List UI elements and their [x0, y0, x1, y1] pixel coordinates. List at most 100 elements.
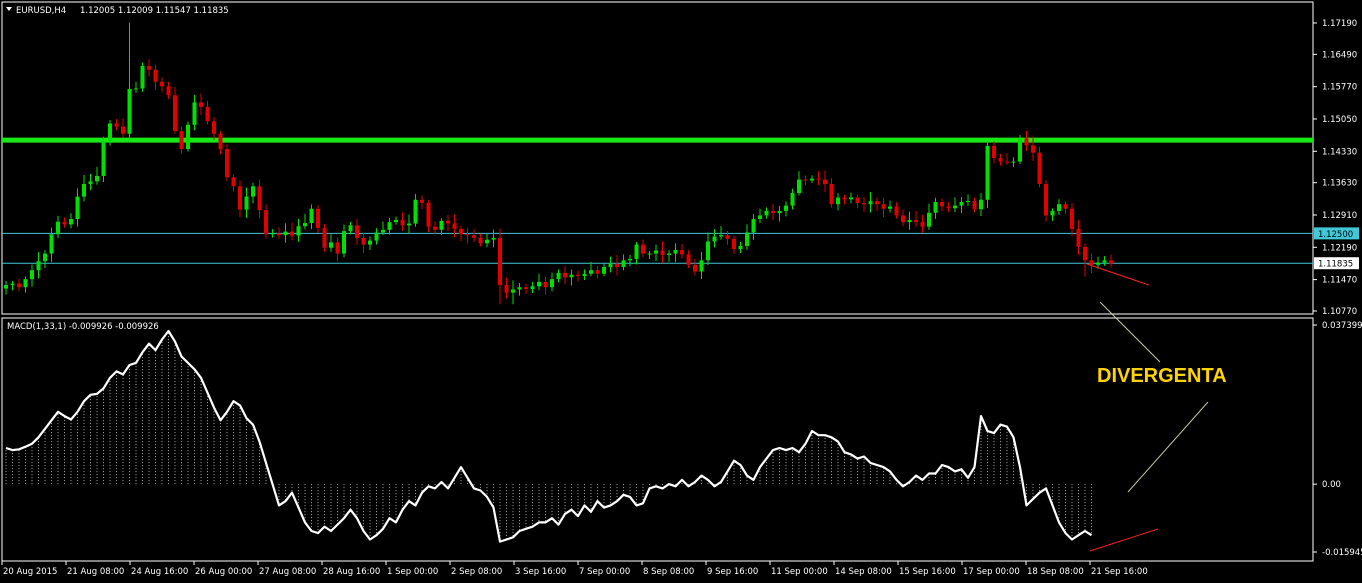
candle-body — [745, 232, 749, 246]
candle-body — [23, 279, 28, 288]
time-tick-label: 9 Sep 16:00 — [707, 567, 758, 577]
candle-body — [348, 225, 353, 232]
candle-body — [387, 222, 392, 230]
candle-body — [537, 281, 541, 287]
price-levels-layer: 1.12500 1.11835 — [2, 227, 1359, 270]
macd-line-layer — [5, 329, 1093, 543]
candle-body — [394, 219, 398, 223]
candle-body — [212, 121, 216, 134]
candle-body — [615, 263, 619, 268]
price-tick-label: 1.17190 — [1322, 19, 1357, 29]
macd-title: MACD(1,33,1) -0.009926 -0.009926 — [7, 322, 159, 332]
candle-body — [296, 226, 301, 236]
candle-body — [309, 208, 314, 224]
candle-body — [933, 201, 938, 213]
candle-body — [134, 88, 138, 90]
candle-body — [1018, 138, 1022, 162]
candle-body — [602, 267, 606, 274]
candle-body — [251, 186, 255, 197]
price-tick-label: 1.12190 — [1322, 243, 1357, 253]
time-axis: 20 Aug 2015 21 Aug 08:00 24 Aug 16:00 26 Au… — [1, 561, 1148, 577]
candle-body — [797, 179, 801, 194]
candle-body — [673, 249, 678, 254]
price-tick-label: 1.11470 — [1322, 276, 1357, 286]
candle-body — [550, 279, 554, 288]
candle-body — [1089, 260, 1094, 265]
candle-body — [504, 284, 509, 293]
candle-body — [543, 281, 548, 288]
candle-body — [810, 178, 814, 181]
candle-body — [920, 222, 925, 227]
candle-body — [231, 177, 236, 187]
macd-tick-label: 0.00 — [1322, 480, 1341, 490]
price-level-tag — [1314, 227, 1359, 240]
candle-body — [166, 86, 171, 96]
candle-body — [140, 66, 145, 89]
annotation-pointer-price — [1099, 301, 1161, 363]
candle-body — [790, 193, 795, 206]
time-tick-label: 15 Sep 16:00 — [899, 567, 956, 577]
candle-body — [712, 236, 717, 242]
macd-panel-frame — [1, 317, 1314, 562]
candle-body — [686, 254, 691, 265]
candle-body — [914, 219, 918, 223]
candle-body — [667, 253, 671, 255]
candle-body — [881, 204, 886, 209]
candle-body — [30, 270, 34, 280]
candle-body — [758, 215, 762, 220]
candle-body — [88, 181, 93, 185]
price-tick-label: 1.13630 — [1322, 179, 1357, 189]
candle-body — [608, 263, 613, 268]
candle-body — [459, 228, 463, 235]
candle-body — [1083, 246, 1087, 261]
candle-body — [725, 235, 730, 239]
candle-body — [147, 66, 151, 70]
symbol-menu-triangle-icon[interactable] — [6, 7, 12, 11]
candle-body — [355, 225, 359, 238]
candle-body — [101, 140, 106, 176]
candle-body — [400, 219, 405, 226]
candle-body — [303, 223, 307, 227]
candle-body — [56, 221, 60, 235]
candle-body — [524, 287, 528, 290]
candle-body — [946, 206, 951, 209]
candle-body — [381, 229, 385, 233]
candle-body — [179, 131, 184, 150]
candle-body — [751, 219, 756, 233]
candle-body — [257, 186, 262, 211]
price-level-tag — [1314, 257, 1359, 270]
candle-body — [127, 88, 132, 134]
candle-body — [1070, 208, 1074, 229]
candle-body — [491, 237, 496, 240]
candle-body — [186, 124, 190, 150]
candle-body — [829, 184, 834, 205]
candle-body — [322, 228, 327, 248]
candle-body — [875, 201, 879, 205]
candle-body — [225, 149, 229, 178]
candle-body — [426, 202, 431, 227]
time-tick-label: 1 Sep 00:00 — [387, 567, 438, 577]
candle-body — [1076, 228, 1081, 247]
candle-body — [595, 270, 600, 274]
candle-body — [556, 272, 561, 280]
candle-body — [732, 238, 736, 250]
price-divergence-trendline — [1086, 263, 1150, 286]
candle-body — [69, 219, 73, 225]
candle-body — [660, 250, 665, 255]
candle-body — [842, 197, 847, 200]
candle-body — [1044, 184, 1048, 216]
candle-body — [888, 206, 892, 209]
candle-body — [680, 249, 684, 255]
candle-body — [1050, 210, 1055, 216]
candle-body — [433, 226, 437, 230]
candle-body — [264, 210, 268, 235]
time-tick-label: 8 Sep 08:00 — [643, 567, 694, 577]
candle-body — [4, 284, 8, 289]
candle-body — [446, 220, 450, 224]
candle-body — [108, 123, 112, 141]
candle-body — [563, 272, 567, 278]
candle-body — [1037, 152, 1042, 185]
candle-body — [478, 237, 483, 244]
